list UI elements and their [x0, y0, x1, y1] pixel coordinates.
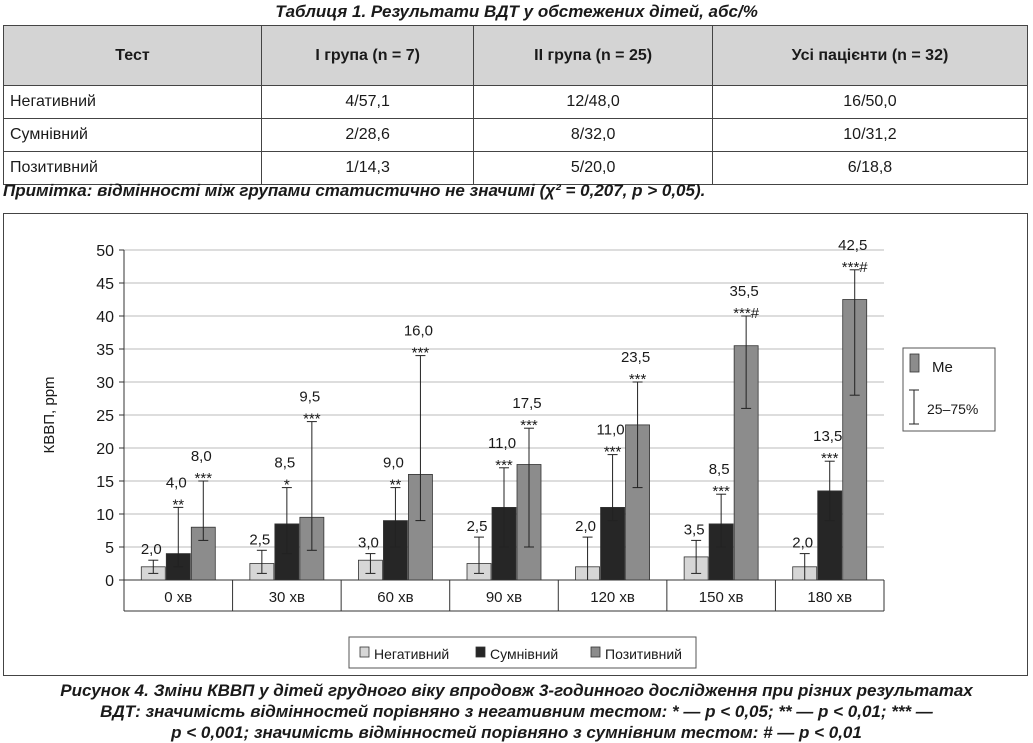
significance-mark: *** [604, 444, 622, 461]
legend-swatch [590, 646, 601, 658]
table-cell: 2/28,6 [260, 118, 475, 152]
significance-mark: ** [390, 477, 402, 494]
significance-mark: *** [712, 483, 730, 500]
side-legend-range-label: 25–75% [927, 401, 978, 417]
significance-mark: ** [172, 496, 184, 513]
y-tick-label: 0 [105, 573, 114, 590]
data-label: 11,0 [597, 422, 625, 439]
figure-caption-line: ВДТ: значимість відмінностей порівняно з… [100, 702, 933, 721]
table-cell: Негативний [3, 85, 262, 119]
data-label: 2,0 [141, 541, 162, 558]
y-tick-label: 15 [96, 474, 114, 491]
legend-label: Негативний [374, 646, 449, 662]
data-label: 9,5 [299, 389, 320, 406]
significance-mark: *** [412, 345, 430, 362]
legend-label: Позитивний [605, 646, 682, 662]
legend-label: Сумнівний [490, 646, 558, 662]
significance-mark: *** [495, 457, 513, 474]
header-cell: I група (n = 7) [260, 25, 475, 86]
table-title: Таблиця 1. Результати ВДТ у обстежених д… [275, 2, 758, 21]
data-label: 9,0 [383, 455, 404, 472]
data-label: 3,0 [358, 535, 379, 552]
significance-mark: *** [195, 470, 213, 487]
table-cell: 16/50,0 [711, 85, 1029, 119]
table-note: Примітка: відмінності між групами статис… [3, 181, 706, 200]
y-tick-label: 25 [96, 408, 114, 425]
data-label: 8,0 [191, 448, 212, 465]
side-legend-median-label: Me [932, 359, 953, 376]
data-label: 16,0 [404, 323, 433, 340]
figure-caption-line: p < 0,001; значимість відмінностей порів… [171, 723, 862, 742]
y-axis-label: КВВП, ppm [41, 376, 58, 453]
category-label: 30 хв [269, 589, 305, 606]
category-label: 120 хв [590, 589, 635, 606]
legend-swatch [475, 646, 486, 658]
table-cell: 10/31,2 [711, 118, 1029, 152]
category-label: 60 хв [377, 589, 413, 606]
median-swatch [909, 353, 920, 373]
data-label: 17,5 [512, 395, 541, 412]
significance-mark: *** [303, 411, 321, 428]
table-cell: Сумнівний [3, 118, 262, 152]
legend-box [348, 636, 697, 669]
table-cell: 5/20,0 [473, 151, 713, 185]
data-label: 2,5 [467, 518, 488, 535]
table-cell: 6/18,8 [711, 151, 1029, 185]
data-label: 23,5 [621, 349, 650, 366]
table-header-row: Тест I група (n = 7) II група (n = 25) У… [3, 25, 1029, 86]
data-label: 35,5 [730, 283, 759, 300]
category-label: 180 хв [807, 589, 852, 606]
y-tick-label: 30 [96, 375, 114, 392]
results-table: Тест I група (n = 7) II група (n = 25) У… [3, 25, 1029, 185]
data-label: 2,0 [575, 518, 596, 535]
y-tick-label: 40 [96, 309, 114, 326]
data-label: 8,5 [709, 461, 730, 478]
y-tick-label: 5 [105, 540, 114, 557]
table-row: Позитивний 1/14,3 5/20,0 6/18,8 [3, 151, 1029, 185]
significance-mark: ***# [842, 259, 869, 276]
y-tick-label: 45 [96, 276, 114, 293]
data-label: 2,5 [249, 531, 270, 548]
table-cell: 1/14,3 [260, 151, 475, 185]
data-label: 4,0 [166, 474, 187, 491]
table-cell: Позитивний [3, 151, 262, 185]
significance-mark: *** [821, 450, 839, 467]
figure-caption: Рисунок 4. Зміни КВВП у дітей грудного в… [0, 680, 1033, 743]
significance-mark: *** [629, 371, 647, 388]
bar-chart: 0 5 10 15 20 25 30 35 40 45 50 КВВП, ppm 0 хв 2,0 ** 4,… [41, 237, 996, 669]
data-label: 8,5 [274, 455, 295, 472]
data-label: 3,5 [684, 521, 705, 538]
category-label: 150 хв [699, 589, 744, 606]
chart-frame [3, 213, 1028, 676]
y-tick-label: 50 [96, 243, 114, 260]
data-label: 11,0 [488, 435, 516, 452]
header-cell: Усі пацієнти (n = 32) [711, 25, 1029, 86]
y-tick-label: 20 [96, 441, 114, 458]
y-tick-label: 10 [96, 507, 114, 524]
significance-mark: * [284, 477, 290, 494]
table-cell: 4/57,1 [260, 85, 475, 119]
significance-mark: *** [520, 417, 538, 434]
category-label: 0 хв [164, 589, 192, 606]
header-cell: II група (n = 25) [473, 25, 713, 86]
figure-caption-line: Рисунок 4. Зміни КВВП у дітей грудного в… [60, 681, 973, 700]
significance-mark: ***# [733, 305, 760, 322]
legend-swatch [359, 646, 370, 658]
data-label: 2,0 [792, 535, 813, 552]
category-label: 90 хв [486, 589, 522, 606]
y-tick-label: 35 [96, 342, 114, 359]
data-label: 13,5 [813, 428, 842, 445]
data-label: 42,5 [838, 237, 867, 254]
